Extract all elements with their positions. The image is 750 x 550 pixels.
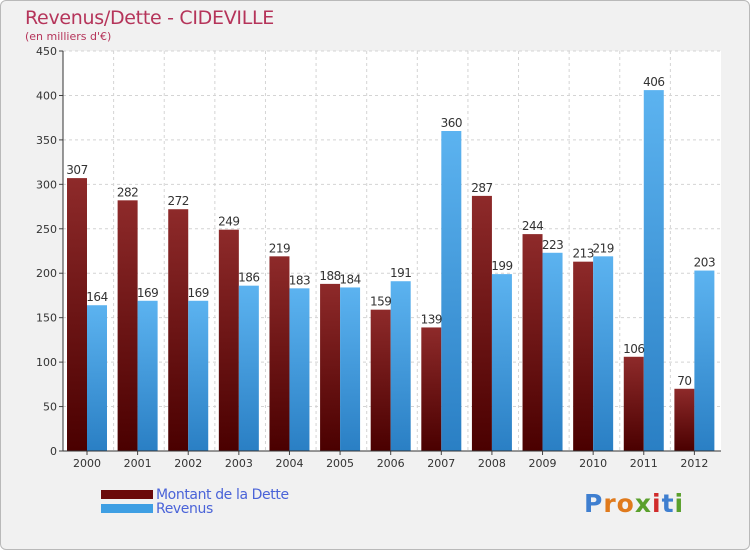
data-label-revenus-2010: 219 [592,241,613,255]
bar-revenus-2011 [643,90,664,451]
x-tick-label-2001: 2001 [124,457,152,470]
y-tick-label: 100 [36,356,57,369]
logo-letter: i [674,489,685,518]
bar-revenus-2004 [289,288,310,451]
x-tick-label-2000: 2000 [73,457,101,470]
data-label-dette-2003: 249 [218,215,239,229]
data-label-revenus-2002: 169 [188,286,209,300]
y-tick-label: 0 [50,445,57,458]
y-tick-label: 300 [36,178,57,191]
legend-swatch-dette [101,490,153,499]
bars [67,90,715,451]
bar-dette-2009 [522,234,543,451]
bar-dette-2006 [370,309,391,451]
y-tick-label: 200 [36,267,57,280]
data-label-dette-2008: 287 [471,181,492,195]
data-label-revenus-2003: 186 [238,271,259,285]
data-label-revenus-2000: 164 [86,290,107,304]
bar-dette-2002 [168,209,189,451]
bar-revenus-2009 [542,252,563,451]
x-tick-label-2012: 2012 [680,457,708,470]
bar-revenus-2000 [87,305,107,451]
data-label-revenus-2012: 203 [694,256,715,270]
axes: 0 50 100 150 200 250 300 350 400 450 2000 2001 2002 2… [36,45,721,470]
logo-letter: o [616,489,635,518]
x-tick-label-2010: 2010 [579,457,607,470]
bar-dette-2003 [218,229,239,451]
logo-letter: t [661,489,675,518]
bar-dette-2010 [573,261,594,451]
logo-letter: r [603,489,617,518]
data-label-revenus-2007: 360 [441,116,462,130]
x-tick-label-2002: 2002 [174,457,202,470]
bar-revenus-2001 [137,300,158,451]
x-tick-label-2005: 2005 [326,457,354,470]
bar-dette-2005 [320,283,341,451]
legend-label-revenus: Revenus [156,501,213,517]
data-label-revenus-2008: 199 [491,259,512,273]
bar-dette-2001 [117,200,138,451]
logo-letter: i [652,489,662,518]
bar-revenus-2002 [188,300,209,451]
y-tick-label: 400 [36,89,57,102]
data-label-revenus-2004: 183 [289,273,310,287]
data-label-dette-2004: 219 [269,241,290,255]
x-tick-label-2009: 2009 [529,457,557,470]
x-tick-label-2008: 2008 [478,457,506,470]
x-tick-label-2007: 2007 [427,457,455,470]
y-tick-label: 250 [36,223,57,236]
y-tick-label: 450 [36,45,57,58]
x-tick-label-2003: 2003 [225,457,253,470]
data-label-dette-2007: 139 [421,312,442,326]
y-tick-label: 50 [43,401,57,414]
chart-subtitle: (en milliers d'€) [25,30,112,43]
data-label-revenus-2011: 406 [643,75,664,89]
y-tick-label: 150 [36,312,57,325]
bar-revenus-2008 [491,274,512,451]
data-label-revenus-2006: 191 [390,266,411,280]
legend-swatch-revenus [101,504,153,513]
logo-letter: x [634,489,652,518]
bar-revenus-2007 [441,131,462,451]
data-label-dette-2012: 70 [677,374,691,388]
data-label-dette-2009: 244 [522,219,543,233]
data-label-revenus-2001: 169 [137,286,158,300]
proxiti-logo: Proxiti [584,489,684,518]
bar-dette-2000 [67,178,87,451]
data-label-dette-2000: 307 [66,163,87,177]
data-label-revenus-2009: 223 [542,238,563,252]
bar-dette-2011 [623,356,644,451]
bar-dette-2007 [421,327,442,451]
data-label-dette-2006: 159 [370,295,391,309]
data-label-revenus-2005: 184 [339,272,360,286]
data-label-dette-2010: 213 [572,247,593,261]
bar-revenus-2010 [593,256,614,451]
data-label-dette-2011: 106 [623,342,644,356]
data-label-dette-2001: 282 [117,185,138,199]
bar-revenus-2005 [340,287,361,451]
logo-letter: P [584,489,604,518]
x-tick-label-2004: 2004 [275,457,303,470]
data-label-dette-2005: 188 [319,269,340,283]
data-label-dette-2002: 272 [168,194,189,208]
bar-dette-2004 [269,256,290,451]
bar-dette-2008 [471,195,492,451]
bar-revenus-2012 [694,270,715,451]
x-tick-label-2006: 2006 [377,457,405,470]
bar-revenus-2003 [238,285,259,451]
legend-label-dette: Montant de la Dette [156,487,289,503]
bar-revenus-2006 [390,281,411,451]
bar-dette-2012 [674,388,695,451]
x-tick-label-2011: 2011 [630,457,658,470]
y-tick-label: 350 [36,134,57,147]
chart-title: Revenus/Dette - CIDEVILLE [25,7,274,29]
